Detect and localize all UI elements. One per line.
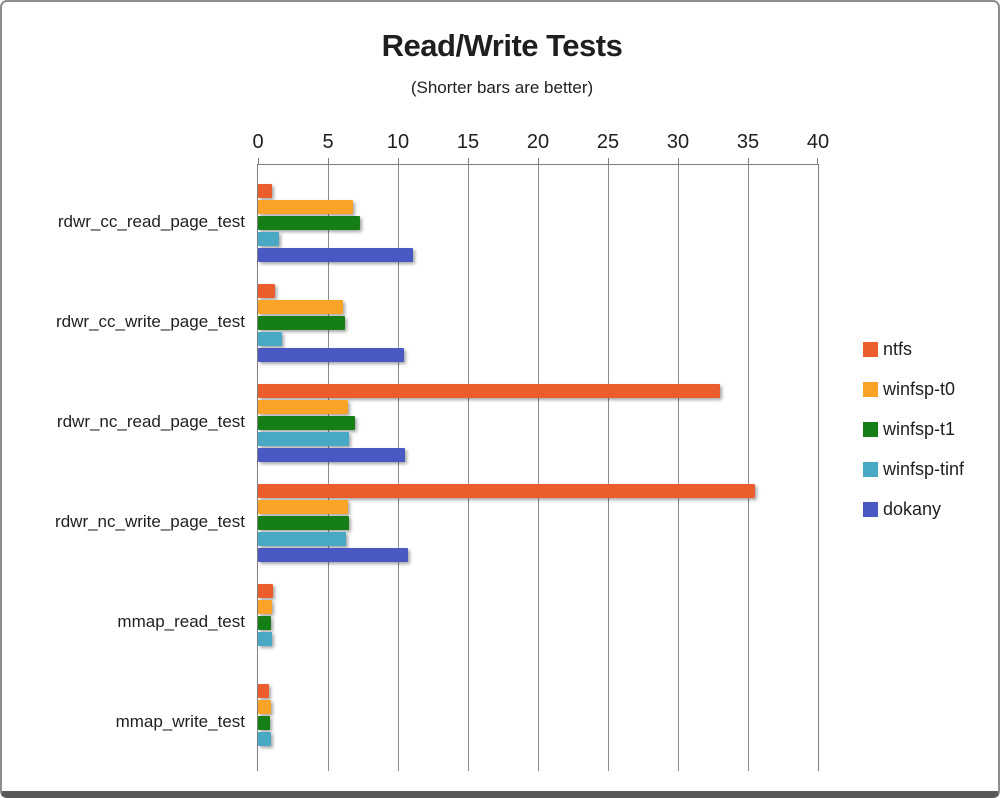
tick-label: 5 bbox=[322, 131, 334, 153]
plot-area: 0 5 10 15 20 25 30 35 40 bbox=[252, 131, 829, 771]
bar-winfsp-t1 bbox=[258, 216, 361, 230]
legend-item-winfsp-t0: winfsp-t0 bbox=[863, 378, 956, 399]
legend-label: ntfs bbox=[883, 338, 913, 359]
bar-dokany bbox=[258, 348, 404, 362]
bar-ntfs bbox=[258, 584, 274, 598]
category-label: rdwr_cc_read_page_test bbox=[57, 212, 245, 231]
bar-winfsp-tinf bbox=[258, 532, 347, 546]
tick-label: 40 bbox=[806, 131, 830, 153]
category-label: rdwr_cc_write_page_test bbox=[56, 312, 245, 331]
category-label: mmap_read_test bbox=[117, 612, 245, 631]
tick-label: 10 bbox=[386, 131, 410, 153]
bar-winfsp-t0 bbox=[258, 400, 348, 414]
tick-label: 25 bbox=[596, 131, 620, 153]
bar-dokany bbox=[258, 548, 408, 562]
legend-label: winfsp-t0 bbox=[883, 378, 956, 399]
legend-item-winfsp-t1: winfsp-t1 bbox=[863, 418, 956, 439]
bar-ntfs bbox=[258, 484, 755, 498]
bar-winfsp-tinf bbox=[258, 632, 272, 646]
tick-mark bbox=[328, 158, 329, 165]
gridline bbox=[467, 165, 469, 771]
legend-swatch-icon bbox=[863, 421, 878, 437]
category-axis: rdwr_cc_read_page_test rdwr_cc_write_page… bbox=[2, 164, 245, 770]
tick-label: 20 bbox=[526, 131, 550, 153]
bar-winfsp-t1 bbox=[258, 516, 349, 530]
bar-winfsp-t0 bbox=[258, 200, 354, 214]
legend-swatch-icon bbox=[863, 341, 878, 357]
bar-ntfs bbox=[258, 184, 272, 198]
bar-winfsp-tinf bbox=[258, 732, 271, 746]
legend-swatch-icon bbox=[863, 461, 878, 477]
bar-ntfs bbox=[258, 684, 269, 698]
gridline bbox=[607, 165, 609, 771]
gridline bbox=[537, 165, 539, 771]
tick-label: 35 bbox=[736, 131, 760, 153]
tick-label: 0 bbox=[252, 131, 264, 153]
bar-ntfs bbox=[258, 384, 720, 398]
tick-mark bbox=[817, 158, 818, 165]
legend-label: dokany bbox=[883, 498, 942, 519]
tick-mark bbox=[258, 158, 259, 165]
bar-winfsp-tinf bbox=[258, 432, 349, 446]
legend-item-ntfs: ntfs bbox=[863, 338, 913, 359]
bar-winfsp-t1 bbox=[258, 616, 272, 630]
tick-mark bbox=[398, 158, 399, 165]
bar-winfsp-tinf bbox=[258, 232, 279, 246]
tick-mark bbox=[748, 158, 749, 165]
tick-label: 30 bbox=[666, 131, 690, 153]
tick-mark bbox=[678, 158, 679, 165]
tick-mark bbox=[608, 158, 609, 165]
category-label: mmap_write_test bbox=[115, 712, 245, 731]
bar-winfsp-t1 bbox=[258, 416, 355, 430]
tick-mark bbox=[468, 158, 469, 165]
bar-winfsp-t1 bbox=[258, 316, 345, 330]
gridline bbox=[747, 165, 749, 771]
bar-dokany bbox=[258, 248, 414, 262]
gridline bbox=[677, 165, 679, 771]
gridline bbox=[327, 165, 329, 771]
tick-label: 15 bbox=[456, 131, 480, 153]
chart-subtitle: (Shorter bars are better) bbox=[410, 78, 594, 97]
chart-title: Read/Write Tests bbox=[381, 28, 623, 63]
bar-dokany bbox=[258, 448, 405, 462]
legend-label: winfsp-tinf bbox=[883, 458, 965, 479]
legend-item-dokany: dokany bbox=[863, 498, 942, 519]
bar-winfsp-tinf bbox=[258, 332, 282, 346]
bar-winfsp-t0 bbox=[258, 300, 344, 314]
legend-swatch-icon bbox=[863, 381, 878, 397]
category-label: rdwr_nc_read_page_test bbox=[56, 412, 245, 431]
legend-label: winfsp-t1 bbox=[883, 418, 956, 439]
bar-winfsp-t0 bbox=[258, 700, 271, 714]
legend-item-winfsp-tinf: winfsp-tinf bbox=[863, 458, 965, 479]
bar-winfsp-t1 bbox=[258, 716, 270, 730]
category-label: rdwr_nc_write_page_test bbox=[55, 512, 245, 531]
bar-ntfs bbox=[258, 284, 275, 298]
gridline bbox=[397, 165, 399, 771]
tick-mark bbox=[538, 158, 539, 165]
bar-winfsp-t0 bbox=[258, 600, 272, 614]
legend-swatch-icon bbox=[863, 501, 878, 517]
bar-winfsp-t0 bbox=[258, 500, 348, 514]
